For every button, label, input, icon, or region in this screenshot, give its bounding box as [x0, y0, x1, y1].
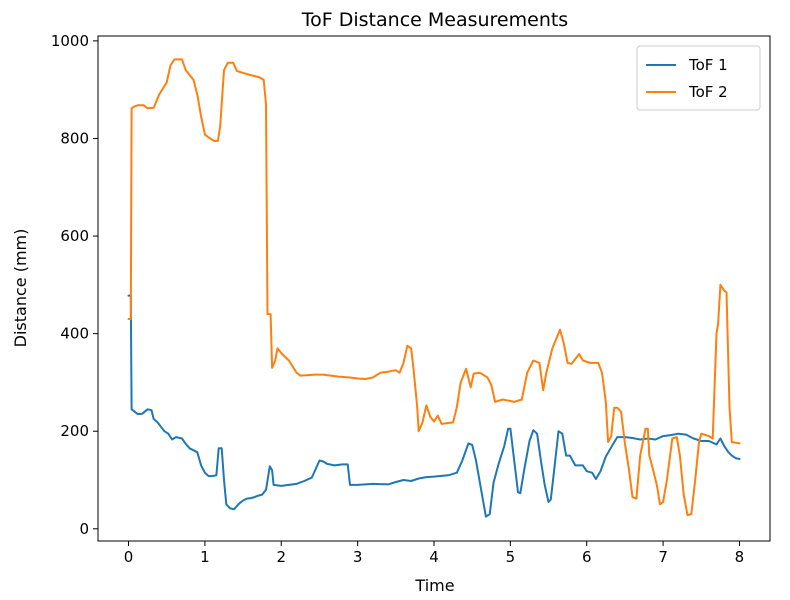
x-tick-label: 8	[735, 548, 745, 566]
y-axis-label: Distance (mm)	[11, 229, 30, 348]
chart-title: ToF Distance Measurements	[301, 9, 568, 31]
legend: ToF 1 ToF 2	[636, 45, 761, 111]
y-tick-label: 400	[60, 325, 89, 343]
x-tick-label: 4	[429, 548, 439, 566]
y-axis-ticks: 0 200 400 600 800 1000	[51, 32, 98, 538]
legend-label-2: ToF 2	[688, 83, 728, 101]
x-tick-label: 7	[658, 548, 668, 566]
legend-label-1: ToF 1	[688, 56, 728, 74]
x-axis-label: Time	[414, 576, 454, 595]
x-tick-label: 0	[124, 548, 134, 566]
series-line-2	[127, 58, 741, 517]
y-tick-label: 1000	[51, 32, 89, 50]
legend-box	[636, 45, 761, 111]
series-layer	[127, 58, 741, 518]
x-axis-ticks: 0 1 2 3 4 5 6 7 8	[124, 541, 744, 566]
x-tick-label: 2	[276, 548, 286, 566]
y-tick-label: 0	[79, 520, 89, 538]
y-tick-label: 600	[60, 227, 89, 245]
y-tick-label: 200	[60, 422, 89, 440]
x-tick-label: 1	[200, 548, 210, 566]
x-tick-label: 6	[582, 548, 592, 566]
y-tick-label: 800	[60, 129, 89, 147]
x-tick-label: 3	[353, 548, 363, 566]
x-tick-label: 5	[506, 548, 516, 566]
series-line-1	[127, 294, 741, 518]
